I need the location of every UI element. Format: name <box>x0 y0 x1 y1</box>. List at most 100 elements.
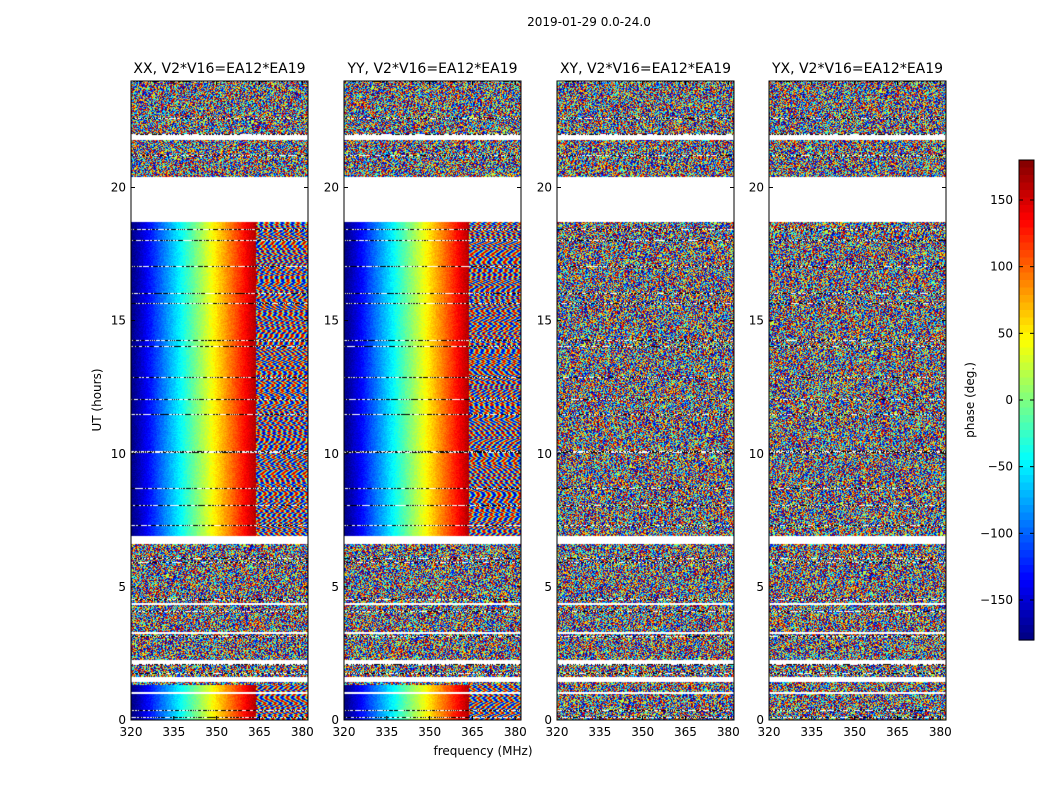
x-tick-label: 335 <box>800 725 823 739</box>
y-tick-label: 20 <box>749 181 764 195</box>
y-tick-label: 5 <box>544 580 552 594</box>
colorbar-segment <box>1019 287 1034 296</box>
panel-title: XY, V2*V16=EA12*EA19 <box>560 61 731 77</box>
heatmap-image <box>131 81 308 720</box>
colorbar-segment <box>1019 250 1034 259</box>
colorbar-segment <box>1019 197 1034 206</box>
x-tick-label: 365 <box>674 725 697 739</box>
y-tick-label: 5 <box>331 580 339 594</box>
colorbar-segment <box>1019 392 1034 401</box>
colorbar-segment <box>1019 340 1034 349</box>
colorbar-segment <box>1019 280 1034 289</box>
panel-frame <box>768 80 947 721</box>
heatmap-image <box>344 81 521 720</box>
colorbar-segment <box>1019 437 1034 446</box>
y-tick-label: 15 <box>324 314 339 328</box>
colorbar-segment <box>1019 370 1034 379</box>
colorbar-segment <box>1019 467 1034 476</box>
colorbar-segment <box>1019 445 1034 454</box>
colorbar-segment <box>1019 587 1034 596</box>
colorbar-segment <box>1019 385 1034 394</box>
colorbar-segment <box>1019 572 1034 581</box>
colorbar-segment <box>1019 302 1034 311</box>
colorbar-segment <box>1019 610 1034 619</box>
colorbar-segment <box>1019 460 1034 469</box>
colorbar-tick-label: 50 <box>998 326 1013 340</box>
y-tick-label: 15 <box>537 314 552 328</box>
y-tick-label: 0 <box>331 713 339 727</box>
x-tick-label: 365 <box>461 725 484 739</box>
y-tick-label: 20 <box>537 181 552 195</box>
colorbar-segment <box>1019 482 1034 491</box>
colorbar-segment <box>1019 490 1034 499</box>
y-tick-label: 10 <box>324 447 339 461</box>
colorbar: 150 100 50 0 −50 −100 −150 <box>980 159 1035 641</box>
colorbar-segment <box>1019 317 1034 326</box>
panel-title: XX, V2*V16=EA12*EA19 <box>133 61 305 77</box>
colorbar-tick-label: −150 <box>980 593 1013 607</box>
x-tick-label: 335 <box>162 725 185 739</box>
x-tick-label: 335 <box>375 725 398 739</box>
heatmap-image <box>769 81 946 720</box>
panel-frame <box>556 80 735 721</box>
x-tick-label: 320 <box>758 725 781 739</box>
panel: YX, V2*V16=EA12*EA19 320 335 350 365 380 0 5 10 1… <box>749 61 952 739</box>
colorbar-segment <box>1019 527 1034 536</box>
x-tick-label: 350 <box>843 725 866 739</box>
colorbar-segment <box>1019 617 1034 626</box>
x-tick-label: 320 <box>333 725 356 739</box>
panel-title: YX, V2*V16=EA12*EA19 <box>771 61 943 77</box>
colorbar-segment <box>1019 602 1034 611</box>
heatmap-canvas <box>344 81 521 720</box>
colorbar-segment <box>1019 542 1034 551</box>
colorbar-segment <box>1019 175 1034 184</box>
heatmap-canvas <box>131 81 308 720</box>
panel: YY, V2*V16=EA12*EA19 320 335 350 365 380 0 5 10 1… <box>324 61 527 739</box>
colorbar-segment <box>1019 220 1034 229</box>
panel: XX, V2*V16=EA12*EA19 320 335 350 365 380 0 5 10 1… <box>111 61 314 739</box>
colorbar-tick-label: −100 <box>980 526 1013 540</box>
panel: XY, V2*V16=EA12*EA19 320 335 350 365 380 0 5 10 1… <box>537 61 740 739</box>
colorbar-segment <box>1019 295 1034 304</box>
colorbar-segment <box>1019 205 1034 214</box>
x-tick-label: 380 <box>291 725 314 739</box>
colorbar-segment <box>1019 160 1034 169</box>
colorbar-segment <box>1019 265 1034 274</box>
colorbar-segment <box>1019 497 1034 506</box>
y-tick-label: 15 <box>749 314 764 328</box>
colorbar-segment <box>1019 400 1034 409</box>
colorbar-segment <box>1019 550 1034 559</box>
colorbar-segment <box>1019 257 1034 266</box>
heatmap-canvas <box>769 81 946 720</box>
colorbar-segment <box>1019 272 1034 281</box>
colorbar-segment <box>1019 227 1034 236</box>
colorbar-tick-label: 100 <box>990 260 1013 274</box>
colorbar-segment <box>1019 415 1034 424</box>
colorbar-segment <box>1019 512 1034 521</box>
x-tick-label: 365 <box>886 725 909 739</box>
heatmap-image <box>557 81 734 720</box>
colorbar-segment <box>1019 310 1034 319</box>
y-tick-label: 10 <box>749 447 764 461</box>
y-tick-label: 5 <box>756 580 764 594</box>
colorbar-segment <box>1019 580 1034 589</box>
x-tick-label: 380 <box>504 725 527 739</box>
colorbar-tick-label: 150 <box>990 193 1013 207</box>
colorbar-segment <box>1019 422 1034 431</box>
panel-frame <box>343 80 522 721</box>
x-tick-label: 380 <box>717 725 740 739</box>
y-tick-label: 10 <box>111 447 126 461</box>
colorbar-segment <box>1019 632 1034 641</box>
colorbar-segment <box>1019 362 1034 371</box>
colorbar-segment <box>1019 407 1034 416</box>
y-tick-label: 5 <box>118 580 126 594</box>
x-tick-label: 335 <box>588 725 611 739</box>
colorbar-segment <box>1019 377 1034 386</box>
colorbar-segment <box>1019 505 1034 514</box>
y-tick-label: 10 <box>537 447 552 461</box>
colorbar-segment <box>1019 520 1034 529</box>
colorbar-segment <box>1019 212 1034 221</box>
colorbar-segment <box>1019 182 1034 191</box>
chart-suptitle: 2019-01-29 0.0-24.0 <box>527 15 651 29</box>
x-tick-label: 365 <box>248 725 271 739</box>
